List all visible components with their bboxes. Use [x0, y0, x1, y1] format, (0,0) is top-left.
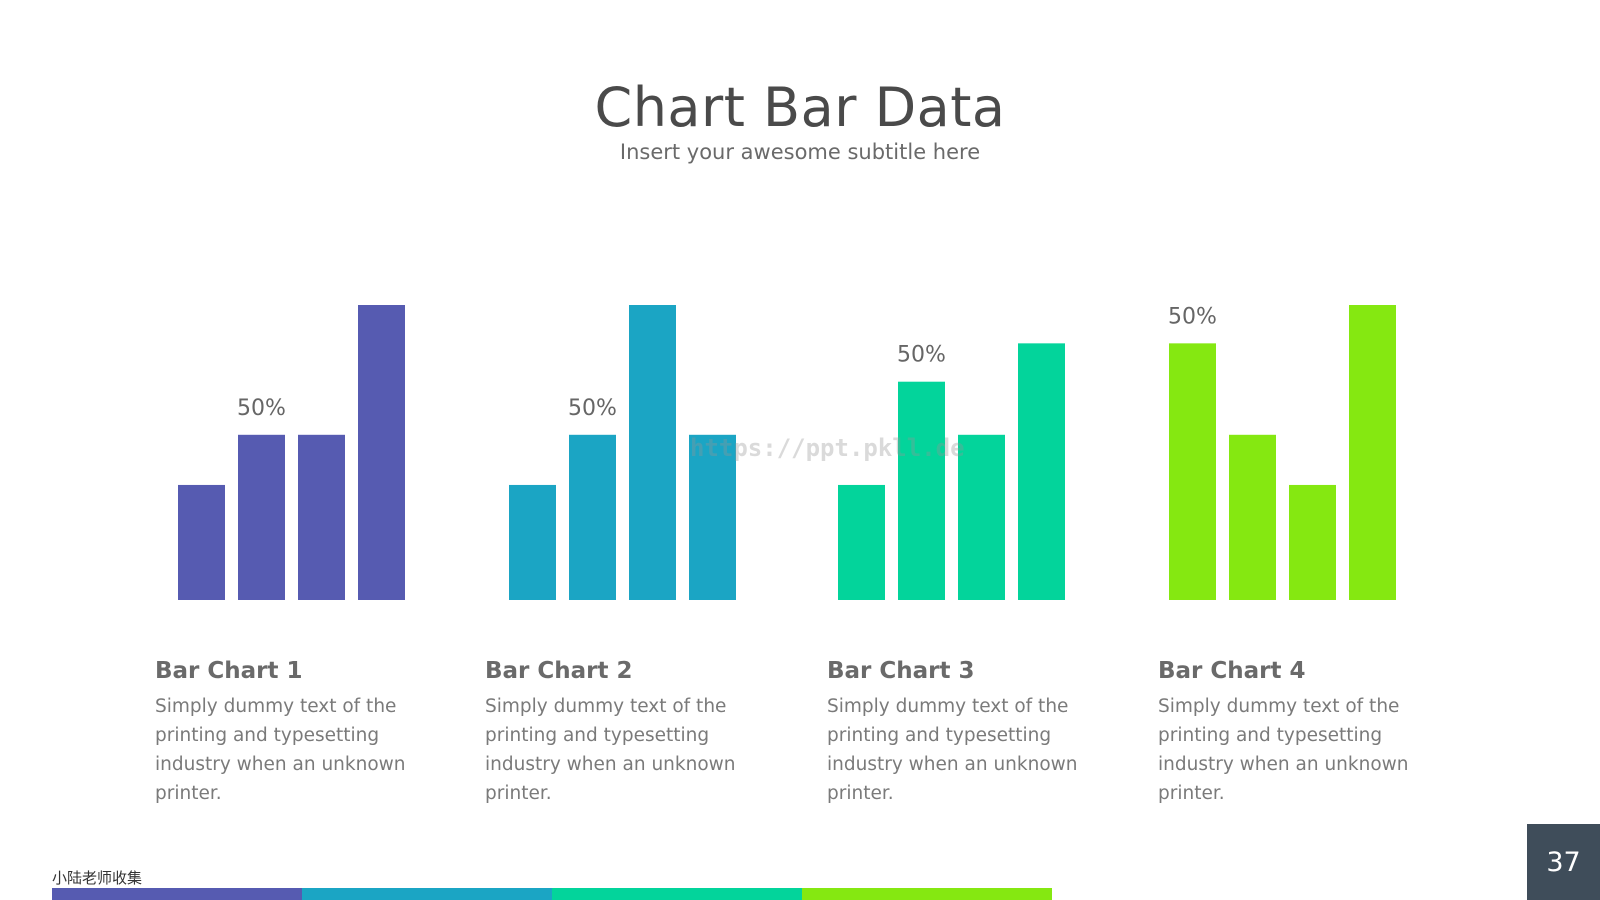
- bar: [1349, 305, 1396, 600]
- bar: [958, 434, 1005, 600]
- card-description: Simply dummy text of the printing and ty…: [155, 696, 406, 804]
- card-title: Bar Chart 1: [155, 658, 303, 684]
- bar-chart-3: 50%: [838, 343, 1065, 600]
- card-description: Simply dummy text of the printing and ty…: [1158, 696, 1409, 804]
- data-label: 50%: [897, 343, 946, 368]
- page-subtitle: Insert your awesome subtitle here: [619, 140, 981, 164]
- page-title: Chart Bar Data: [594, 76, 1006, 139]
- card-title: Bar Chart 3: [827, 658, 975, 684]
- bar: [1018, 343, 1065, 600]
- bar: [358, 305, 405, 600]
- bar-chart-4: 50%: [1168, 304, 1396, 600]
- watermark-text: https://ppt.pkll.de: [690, 434, 965, 462]
- footer-text: 小陆老师收集: [52, 869, 143, 887]
- bar: [298, 434, 345, 600]
- card-title: Bar Chart 4: [1158, 658, 1306, 684]
- footer-segment-3: [552, 888, 802, 900]
- bar: [509, 484, 556, 600]
- bar: [569, 434, 616, 600]
- bar: [1289, 484, 1336, 600]
- card-description: Simply dummy text of the printing and ty…: [827, 696, 1078, 804]
- bar: [1229, 434, 1276, 600]
- bar: [689, 434, 736, 600]
- card-1: Bar Chart 1 Simply dummy text of the pri…: [155, 658, 455, 808]
- card-title: Bar Chart 2: [485, 658, 633, 684]
- bar: [629, 305, 676, 600]
- data-label: 50%: [568, 396, 617, 421]
- footer-color-bar: [52, 888, 1052, 900]
- data-label: 50%: [1168, 304, 1217, 329]
- card-3: Bar Chart 3 Simply dummy text of the pri…: [827, 658, 1127, 808]
- footer-segment-1: [52, 888, 302, 900]
- bar: [1169, 343, 1216, 600]
- card-4: Bar Chart 4 Simply dummy text of the pri…: [1158, 658, 1458, 808]
- bar: [178, 484, 225, 600]
- footer-segment-4: [802, 888, 1052, 900]
- bar: [838, 484, 885, 600]
- bar: [898, 381, 945, 600]
- bar-chart-1: 50%: [178, 305, 405, 600]
- bar-chart-2: 50%: [509, 305, 736, 600]
- card-description: Simply dummy text of the printing and ty…: [485, 696, 736, 804]
- footer-segment-2: [302, 888, 552, 900]
- data-label: 50%: [237, 396, 286, 421]
- card-2: Bar Chart 2 Simply dummy text of the pri…: [485, 658, 785, 808]
- page-number: 37: [1527, 824, 1600, 900]
- bar: [238, 434, 285, 600]
